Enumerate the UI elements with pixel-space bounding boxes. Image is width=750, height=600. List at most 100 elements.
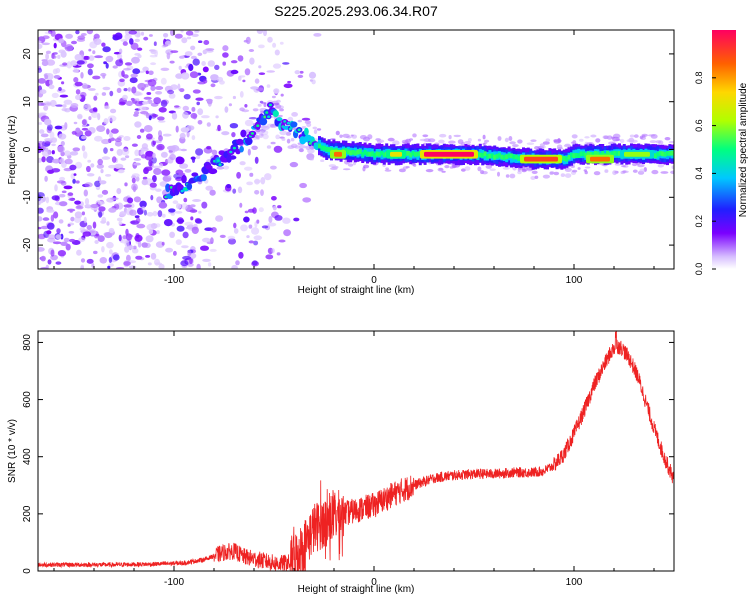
noise-blob [244,119,254,127]
noise-blob [57,54,61,60]
noise-blob [138,92,143,96]
y-tick-label: 0 [22,568,33,574]
noise-blob [639,135,644,139]
noise-blob [267,222,277,227]
noise-blob [422,134,429,138]
noise-blob [461,141,466,147]
noise-blob [120,148,130,156]
snr-frame [37,330,675,572]
noise-blob [670,170,674,175]
noise-blob [261,225,269,229]
noise-blob [153,97,162,105]
noise-blob [262,133,269,140]
band-segment [572,153,576,158]
noise-blob [350,134,354,137]
band-segment [330,147,333,153]
y-tick-label: 600 [22,391,33,408]
band-segment [411,150,415,156]
noise-blob [70,216,75,222]
noise-blob [73,121,78,125]
noise-blob [38,78,46,84]
noise-blob [152,152,156,159]
noise-blob [438,139,445,144]
noise-blob [141,206,146,211]
noise-blob [101,246,105,253]
y-tick-label: -20 [22,237,33,252]
noise-blob [87,63,94,69]
noise-blob [287,116,294,122]
band-blob [239,145,244,153]
noise-blob [74,216,82,224]
noise-blob [78,237,86,243]
noise-blob [160,77,167,85]
noise-blob [44,138,53,141]
noise-blob [39,129,45,134]
noise-blob [401,139,409,143]
y-tick-label: 400 [22,448,33,465]
band-segment [349,150,353,156]
noise-blob [81,119,87,126]
noise-blob [419,138,428,142]
noise-blob [73,77,79,83]
noise-blob [69,151,79,156]
noise-blob [88,55,95,61]
noise-blob [92,75,101,80]
noise-blob [280,93,284,97]
noise-blob [517,170,522,175]
noise-blob [633,134,639,138]
band-segment [409,152,413,158]
noise-blob [148,34,153,37]
noise-blob [118,234,122,242]
noise-blob [141,143,148,150]
noise-blob [502,167,510,170]
noise-blob [201,115,210,119]
noise-blob [260,177,266,185]
noise-blob [73,173,77,176]
band-blob [290,121,298,128]
noise-blob [149,182,157,188]
noise-blob [92,221,97,229]
noise-blob [297,74,304,78]
noise-blob [87,68,93,76]
noise-blob [271,95,276,99]
noise-blob [210,74,219,81]
noise-blob [75,161,83,169]
noise-blob [173,250,177,256]
noise-blob [655,140,662,144]
noise-blob [101,92,107,96]
band-segment [322,145,326,151]
noise-blob [671,165,674,170]
noise-blob [47,169,55,174]
noise-blob [165,247,174,253]
noise-blob [308,71,317,79]
noise-blob [150,85,156,91]
y-tick-label: -10 [22,190,33,205]
noise-blob [291,112,298,117]
noise-blob [38,207,44,214]
noise-blob [243,216,250,223]
noise-blob [95,92,99,96]
noise-blob [481,171,488,175]
noise-blob [72,147,81,152]
noise-blob [209,189,216,196]
noise-blob [168,93,176,99]
noise-blob [244,210,249,214]
noise-blob [129,38,134,45]
noise-blob [246,181,254,186]
x-tick-label: 100 [566,577,583,588]
noise-blob [58,133,67,140]
noise-blob [214,95,223,100]
noise-blob [313,129,318,135]
noise-blob [93,95,98,101]
band-segment [577,153,581,158]
noise-blob [236,171,242,179]
noise-blob [266,84,271,88]
noise-blob [530,176,536,180]
noise-blob [657,163,664,168]
band-segment [416,151,420,157]
band-segment [327,147,331,153]
noise-blob [38,112,47,115]
noise-blob [293,217,300,222]
noise-blob [38,226,42,230]
noise-blob [134,100,143,107]
